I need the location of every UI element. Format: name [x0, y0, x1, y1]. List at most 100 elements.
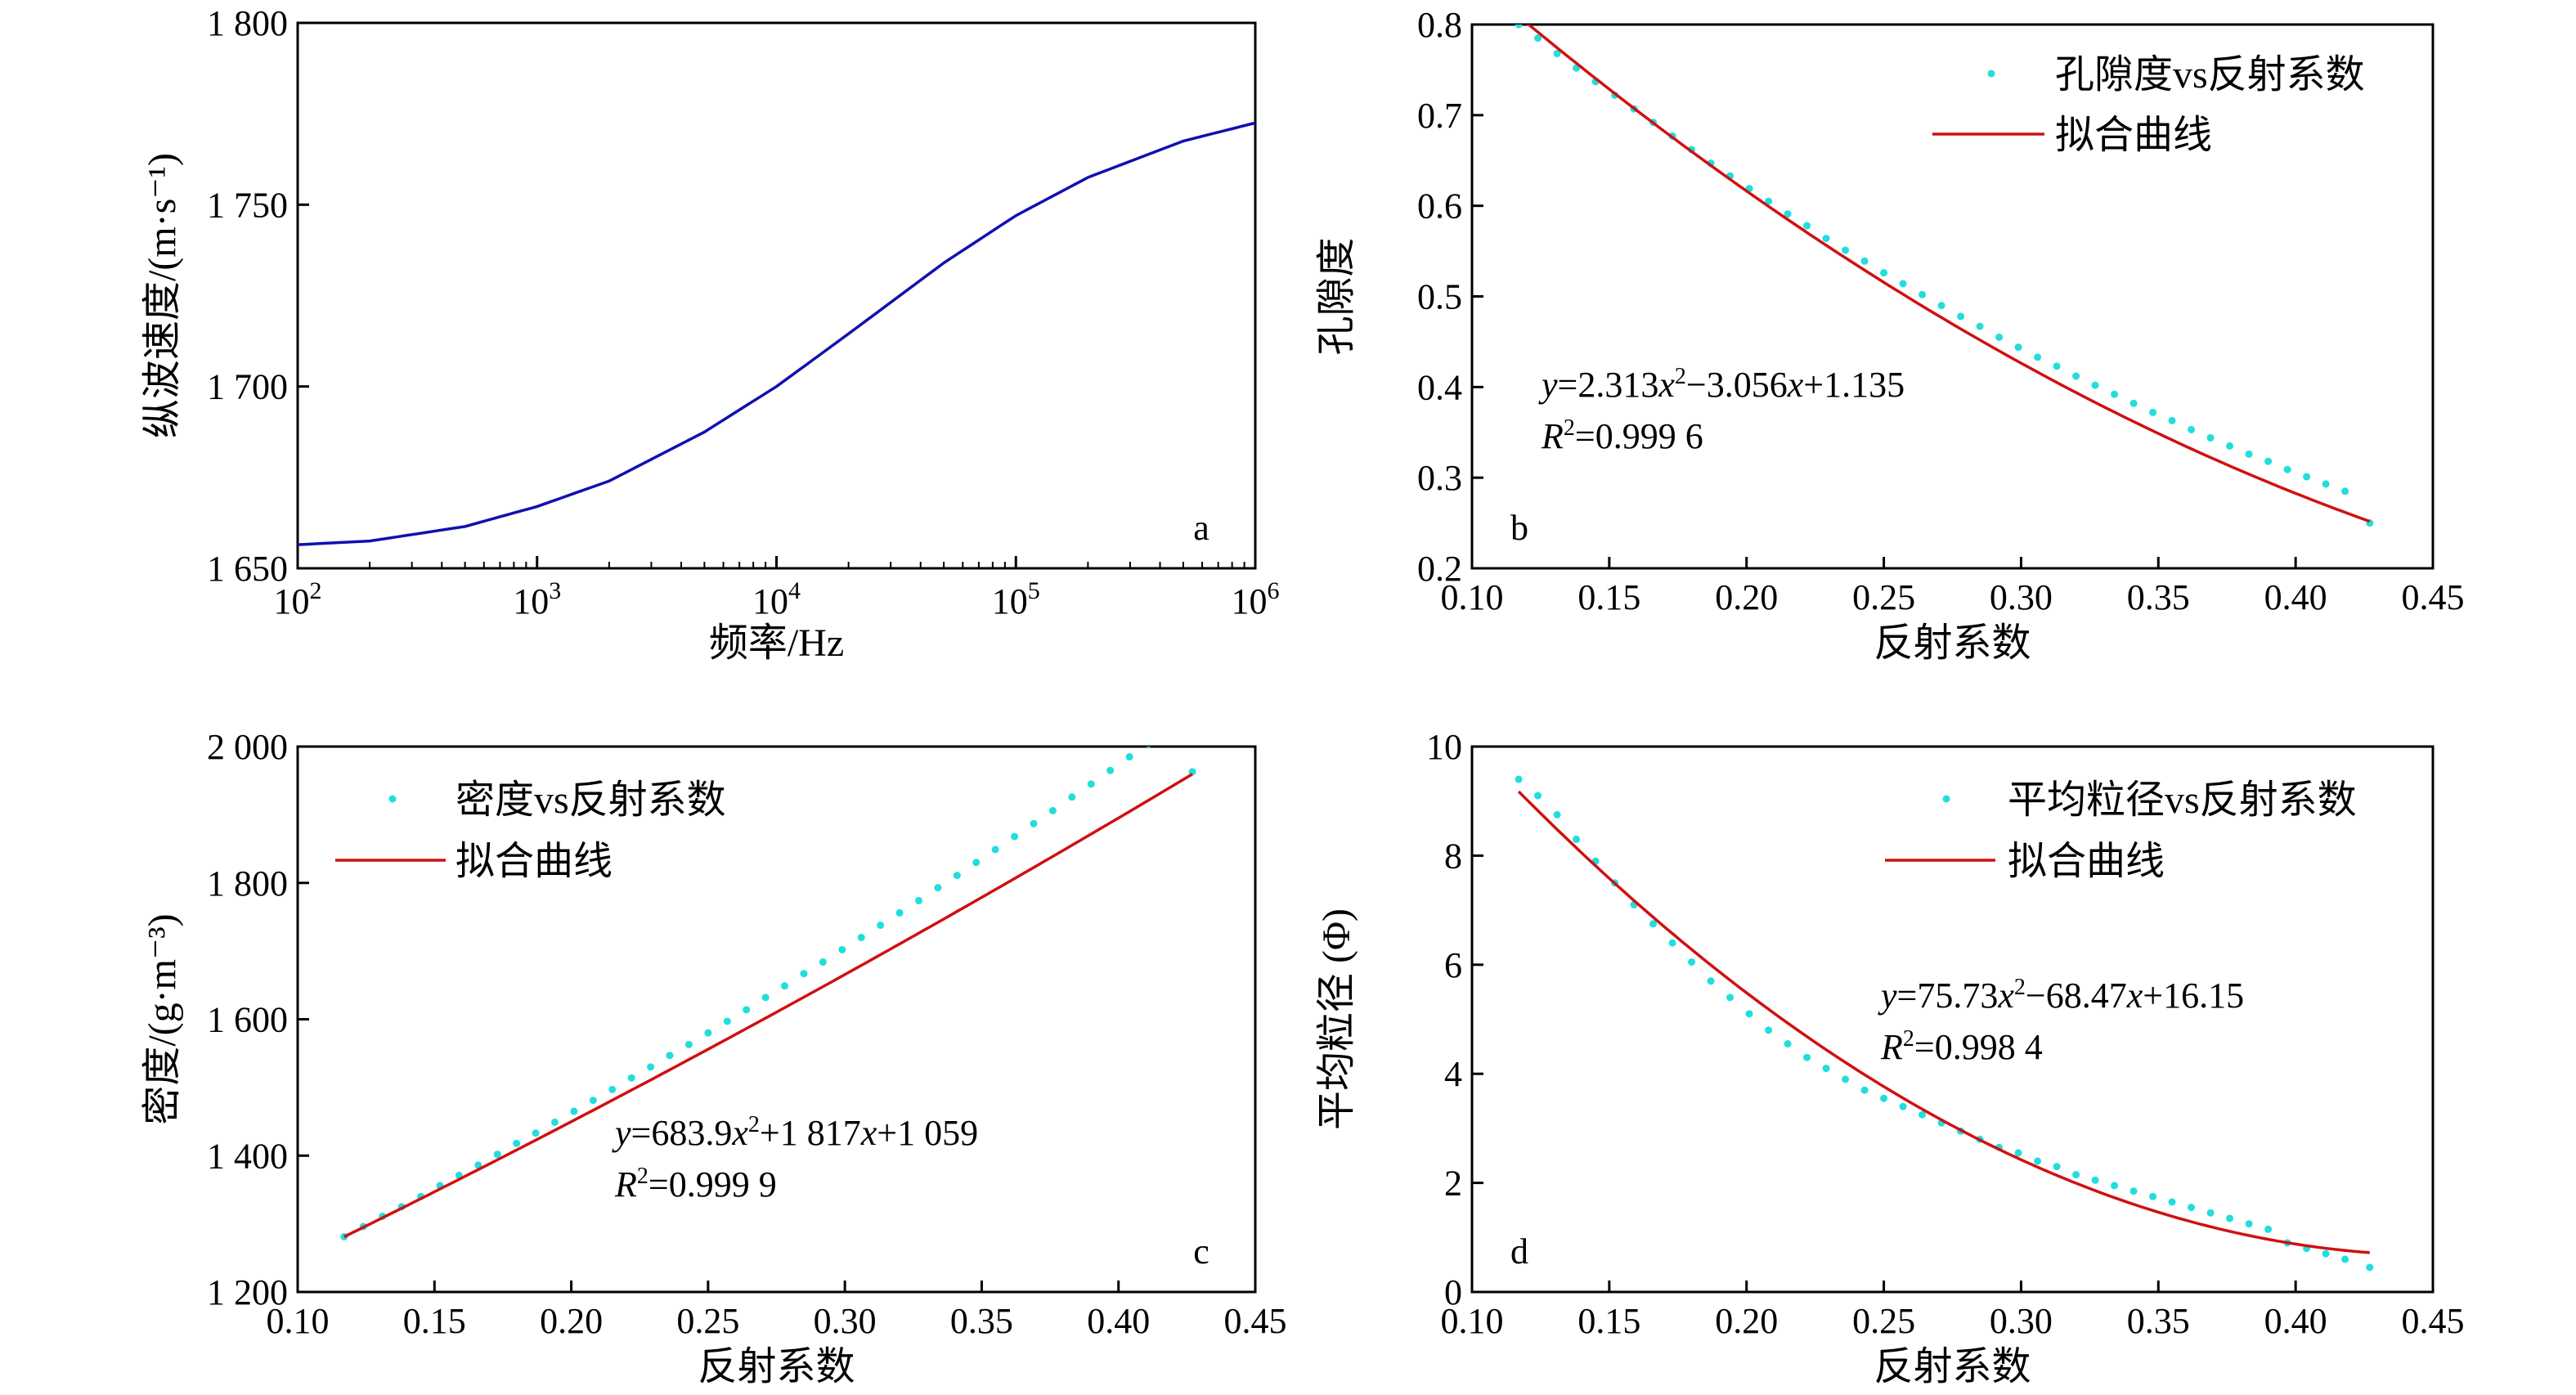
data-point [1068, 793, 1076, 801]
data-point [684, 1040, 693, 1048]
data-point [1668, 939, 1676, 947]
r2-var: R [1880, 1027, 1903, 1067]
data-point [1919, 1110, 1927, 1119]
eq-coef-b: +1 817 [760, 1113, 861, 1153]
x-tick-label: 106 [1232, 577, 1280, 621]
data-point [1688, 958, 1696, 966]
panel-label: c [1193, 1231, 1209, 1272]
data-point [1765, 197, 1773, 205]
y-tick-label: 6 [1444, 945, 1462, 985]
eq-var-x: x [1997, 976, 2014, 1016]
plot-frame [1470, 745, 2435, 1294]
data-point [2034, 1157, 2042, 1165]
eq-var-y: y [612, 1113, 631, 1153]
y-tick-label: 1 200 [207, 1272, 288, 1312]
legend-label-fit: 拟合曲线 [2055, 114, 2212, 157]
data-point [1822, 235, 1830, 243]
data-point [474, 1161, 482, 1169]
legend-label-points: 密度vs反射系数 [456, 778, 726, 822]
data-point [2206, 433, 2215, 442]
x-tick-label: 104 [752, 577, 801, 621]
r2-exponent: 2 [1564, 415, 1575, 441]
eq-coef-a: =683.9 [631, 1113, 733, 1153]
data-point [1937, 302, 1945, 310]
y-tick-label: 8 [1444, 836, 1462, 876]
fit-curve [343, 773, 1193, 1239]
x-tick-base: 10 [513, 581, 549, 621]
r2-exponent: 2 [637, 1164, 648, 1189]
legend-marker-points [388, 795, 397, 803]
data-point [800, 970, 808, 978]
y-tick-label: 1 750 [207, 185, 288, 225]
eq-coef-c: +1.135 [1803, 365, 1905, 405]
legend-marker-points [1987, 70, 1995, 78]
data-point [1765, 1026, 1773, 1034]
x-tick-label: 0.35 [950, 1301, 1013, 1341]
data-point [914, 896, 922, 904]
data-point [2091, 1176, 2099, 1184]
plot-frame [296, 21, 1257, 570]
data-point [1803, 1053, 1811, 1061]
eq-coef-b: −68.47 [2026, 976, 2127, 1016]
fit-equation: y=75.73x2−68.47x+16.15 [1878, 975, 2244, 1016]
x-tick-label: 0.25 [676, 1301, 739, 1341]
eq-coef-c: +16.15 [2143, 976, 2244, 1016]
data-point [1164, 726, 1171, 733]
x-tick-label: 0.10 [1441, 577, 1504, 617]
plot-data [1515, 775, 2374, 1272]
data-point [2129, 1187, 2138, 1195]
eq-var-x: x [860, 1113, 877, 1153]
data-point [1803, 222, 1811, 230]
y-tick-label: 0.6 [1417, 186, 1462, 227]
fit-curve [1526, 25, 2371, 523]
data-point [819, 958, 827, 966]
data-point [2149, 1192, 2157, 1200]
data-point [1957, 312, 1965, 321]
data-point [1515, 775, 1523, 783]
eq-coef-c: +1 059 [877, 1113, 978, 1153]
y-axis-label: 纵波速度/(m·s⁻¹) [141, 153, 184, 438]
data-point [1011, 832, 1019, 841]
x-tick-label: 0.15 [1577, 577, 1640, 617]
data-point [2303, 473, 2311, 481]
legend-marker-points [1942, 795, 1950, 803]
r-squared: R2=0.998 4 [1880, 1026, 2043, 1067]
data-point [1515, 25, 1523, 29]
data-point [2014, 1149, 2022, 1157]
data-point [2341, 1255, 2349, 1263]
x-tick-label: 0.30 [814, 1301, 877, 1341]
data-point [2168, 1198, 2176, 1206]
x-tick-base: 10 [274, 581, 310, 621]
data-point [838, 945, 846, 953]
r2-value: =0.999 9 [648, 1164, 777, 1204]
eq-exponent: 2 [2014, 975, 2026, 1000]
data-point [934, 884, 942, 892]
legend-label-fit: 拟合曲线 [456, 840, 613, 883]
x-tick-label: 0.10 [267, 1301, 330, 1341]
plot-data [1515, 25, 2374, 527]
legend-label-points: 平均粒径vs反射系数 [2008, 778, 2357, 822]
r2-value: =0.999 6 [1575, 416, 1703, 456]
y-axis-label: 孔隙度 [1315, 237, 1358, 355]
data-point [1880, 269, 1888, 277]
fit-equation: y=2.313x2−3.056x+1.135 [1538, 364, 1905, 405]
data-point [1553, 810, 1561, 819]
data-point [895, 908, 904, 917]
legend-label-points: 孔隙度vs反射系数 [2055, 53, 2365, 96]
y-tick-label: 0.2 [1417, 549, 1462, 589]
panel-b: 0.2 0.3 0.4 0.5 0.6 0.7 0.8 0.10 0.15 0.20 0.25 0.3… [1315, 5, 2465, 665]
x-axis-label: 反射系数 [1874, 1345, 2031, 1388]
plot-data [298, 121, 1255, 546]
data-point [1842, 1075, 1850, 1083]
eq-var-x: x [2126, 976, 2143, 1016]
eq-coef-a: =2.313 [1558, 365, 1659, 405]
y-tick-label: 1 800 [207, 3, 288, 43]
eq-var-x: x [1787, 365, 1804, 405]
eq-var-y: y [1878, 976, 1897, 1016]
data-point [1745, 1010, 1753, 1018]
plot-frame [296, 745, 1257, 1294]
panel-c: 1 200 1 400 1 600 1 800 2 000 0.10 0.15 0.20 0.2… [141, 726, 1287, 1388]
data-point [1784, 1040, 1792, 1048]
data-point [953, 872, 961, 880]
